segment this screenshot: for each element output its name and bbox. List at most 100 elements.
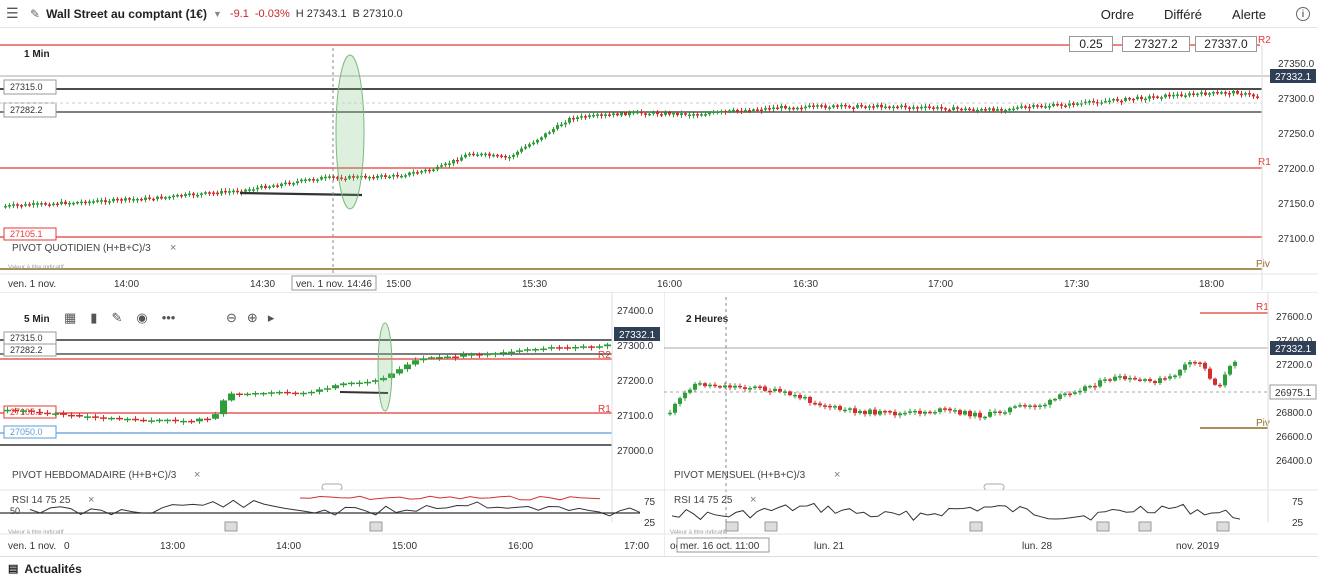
- candle: [1180, 94, 1183, 97]
- candle: [1164, 94, 1167, 98]
- disclaimer: Valeur à titre indicatif: [8, 265, 64, 271]
- event-marker[interactable]: [224, 521, 238, 532]
- chart-2hours[interactable]: 2 Heures R1 Piv 27600.027400.027200.0270…: [664, 292, 1318, 556]
- candle: [1028, 106, 1031, 109]
- hamburger-menu-icon[interactable]: ☰: [6, 5, 19, 21]
- grid-icon[interactable]: ▦: [64, 310, 77, 325]
- candle: [863, 410, 867, 415]
- candle: [953, 410, 957, 412]
- candle: [758, 386, 762, 389]
- candle: [912, 107, 915, 109]
- eye-icon[interactable]: ◉: [136, 310, 148, 325]
- candle: [412, 172, 415, 174]
- pencil-icon[interactable]: ✎: [111, 310, 123, 325]
- zoom-out-icon[interactable]: ⊖: [226, 310, 237, 325]
- instrument-title[interactable]: Wall Street au comptant (1€): [46, 6, 207, 21]
- crosshair-time-box: [291, 275, 377, 291]
- candle: [840, 104, 843, 107]
- candle: [116, 417, 123, 420]
- edit-icon[interactable]: ✎: [30, 6, 41, 21]
- candle: [676, 112, 679, 116]
- candle: [1073, 392, 1077, 394]
- candle: [100, 200, 103, 202]
- rsi-close-icon[interactable]: ×: [750, 494, 756, 506]
- candle: [408, 172, 411, 176]
- pane-resize-handle[interactable]: [983, 483, 1005, 491]
- candle: [968, 410, 972, 417]
- chevron-down-icon[interactable]: ▼: [212, 8, 222, 19]
- candle: [84, 201, 87, 204]
- bar-chart-icon[interactable]: ▮: [90, 310, 98, 325]
- candle: [1203, 362, 1207, 369]
- news-bar[interactable]: ▤ Actualités: [0, 556, 1318, 580]
- candle: [712, 111, 715, 114]
- candle: [528, 144, 531, 147]
- candle: [718, 386, 722, 388]
- event-marker[interactable]: [969, 521, 983, 532]
- rsi-level-25: 25: [1292, 518, 1304, 529]
- candle: [1153, 381, 1157, 384]
- candle: [532, 142, 535, 145]
- candle: [268, 392, 275, 394]
- candle: [404, 175, 407, 177]
- candle: [673, 403, 677, 413]
- alert-button[interactable]: Alerte: [1232, 6, 1266, 22]
- candle: [72, 202, 75, 205]
- info-icon[interactable]: i: [1296, 7, 1310, 21]
- disclaimer: Valeur à titre indicatif: [670, 530, 726, 536]
- zoom-in-icon[interactable]: ⊕: [246, 310, 258, 325]
- ask-price-box[interactable]: 27337.0: [1195, 36, 1257, 52]
- candle: [700, 114, 703, 116]
- pane-resize-handle[interactable]: [321, 483, 343, 491]
- event-marker[interactable]: [369, 521, 383, 532]
- event-marker[interactable]: [725, 521, 739, 532]
- candle: [892, 106, 895, 109]
- y-tick-label: 27400.0: [617, 306, 654, 317]
- pivot-close-icon[interactable]: ×: [194, 469, 200, 481]
- candle: [1148, 96, 1151, 99]
- main-chart-1min[interactable]: 1 Min R2 R1 Piv 27315.0 27282.2 27105.1 …: [0, 28, 1318, 292]
- candle: [308, 391, 315, 394]
- deferred-button[interactable]: Différé: [1163, 6, 1203, 22]
- pivot-close-icon[interactable]: ×: [834, 469, 840, 481]
- candle: [284, 391, 291, 394]
- candle: [1240, 93, 1243, 96]
- candle: [224, 190, 227, 193]
- candle: [544, 133, 547, 138]
- candle: [1233, 361, 1237, 366]
- candle: [876, 104, 879, 107]
- candle: [1252, 94, 1255, 97]
- candle: [668, 412, 672, 415]
- event-marker[interactable]: [764, 521, 778, 532]
- event-marker[interactable]: [1138, 521, 1152, 532]
- event-marker[interactable]: [1216, 521, 1230, 532]
- candle: [728, 385, 732, 388]
- candle: [1128, 377, 1132, 380]
- candle: [344, 178, 347, 181]
- candle: [500, 352, 507, 354]
- candle: [1063, 393, 1067, 396]
- candle: [868, 409, 872, 415]
- bid-price-box[interactable]: 27327.2: [1122, 36, 1190, 52]
- candle: [12, 409, 19, 412]
- play-icon[interactable]: ▸: [267, 310, 275, 325]
- candle: [612, 113, 615, 115]
- candle: [1016, 107, 1019, 109]
- order-button[interactable]: Ordre: [1100, 6, 1134, 22]
- more-icon[interactable]: •••: [161, 310, 176, 325]
- rsi-line: [671, 502, 1241, 521]
- pivot-close-icon[interactable]: ×: [170, 242, 176, 254]
- candle: [60, 201, 63, 205]
- svg-text:26975.1: 26975.1: [1275, 388, 1312, 399]
- x-tick-label: 17:30: [1064, 279, 1089, 290]
- chart-5min[interactable]: 5 Min R2 R1 27315.0 27282.2 27105.1 2705…: [0, 292, 664, 556]
- candle: [116, 198, 119, 201]
- disclaimer: Valeur à titre indicatif: [8, 530, 64, 536]
- event-marker[interactable]: [1096, 521, 1110, 532]
- zoom-toolbar: ⊖ ⊕ ▸: [226, 310, 274, 326]
- candlestick-series: [4, 88, 1259, 209]
- rsi-close-icon[interactable]: ×: [88, 494, 94, 506]
- candle: [832, 105, 835, 108]
- candle: [1156, 96, 1159, 98]
- news-label[interactable]: Actualités: [24, 561, 82, 576]
